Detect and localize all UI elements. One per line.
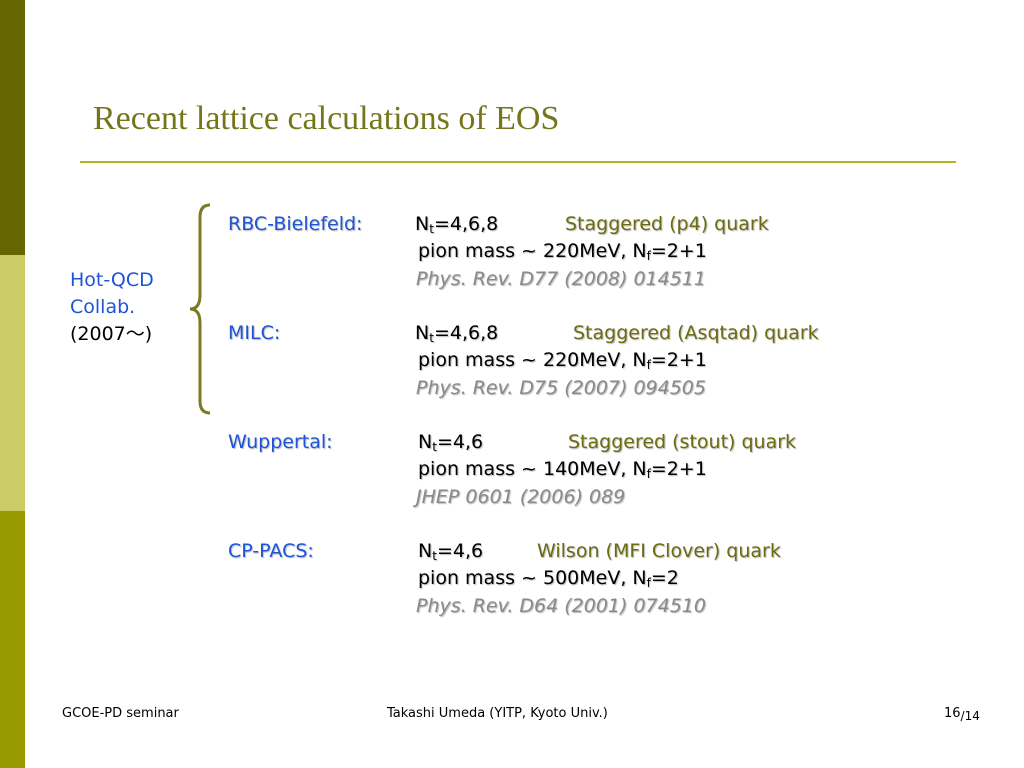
pion-mass-main: pion mass ~ 220MeV, N [418,240,647,262]
lattice-size: Nt=4,6,8 [415,212,498,241]
lattice-size-rest: =4,6,8 [433,213,499,235]
group-name: MILC: [228,322,281,344]
pion-mass: pion mass ~ 500MeV, Nf=2 [418,566,679,595]
page-total: /14 [960,709,980,723]
side-bar-bottom [0,511,25,768]
pion-mass-sub: f [646,249,651,263]
pion-mass-main: pion mass ~ 140MeV, N [418,458,647,480]
lattice-size-sub: t [432,440,437,454]
lattice-size-main: N [418,431,433,453]
group-line: Hot-QCD [70,269,154,291]
brace [189,203,211,415]
pion-mass-sub: f [646,358,651,372]
footer-center: Takashi Umeda (YITP, Kyoto Univ.) [387,706,608,721]
pion-mass-rest: =2+1 [650,240,707,262]
lattice-size-sub: t [432,549,437,563]
slide-title: Recent lattice calculations of EOS [93,100,560,137]
pion-mass: pion mass ~ 140MeV, Nf=2+1 [418,457,707,486]
page-number: 16/14 [944,706,980,723]
lattice-size-sub: t [429,331,434,345]
lattice-size: Nt=4,6,8 [415,321,498,350]
lattice-size-main: N [418,540,433,562]
reference: Phys. Rev. D75 (2007) 094505 [416,377,706,399]
lattice-size: Nt=4,6 [418,539,483,568]
reference: JHEP 0601 (2006) 089 [416,486,626,508]
action: Staggered (Asqtad) quark [573,322,819,344]
title-rule [80,161,956,163]
lattice-size-rest: =4,6 [436,540,484,562]
pion-mass: pion mass ~ 220MeV, Nf=2+1 [418,348,707,377]
page-current: 16 [944,706,961,721]
action: Staggered (p4) quark [565,213,769,235]
pion-mass-sub: f [646,576,651,590]
side-bar-middle [0,255,25,511]
reference: Phys. Rev. D77 (2008) 014511 [416,268,706,290]
lattice-size-rest: =4,6 [436,431,484,453]
pion-mass-rest: =2+1 [650,349,707,371]
group-label: Hot-QCD Collab. (2007～) [70,267,154,348]
group-line: (2007～) [70,323,153,345]
lattice-size-main: N [415,213,430,235]
pion-mass-sub: f [646,467,651,481]
group-name: Wuppertal: [228,431,333,453]
pion-mass-main: pion mass ~ 220MeV, N [418,349,647,371]
lattice-size-main: N [415,322,430,344]
reference: Phys. Rev. D64 (2001) 074510 [416,595,706,617]
pion-mass-rest: =2+1 [650,458,707,480]
pion-mass-main: pion mass ~ 500MeV, N [418,567,647,589]
group-name: RBC-Bielefeld: [228,213,363,235]
side-bar-top [0,0,25,255]
group-name: CP-PACS: [228,540,314,562]
lattice-size-sub: t [429,222,434,236]
lattice-size: Nt=4,6 [418,430,483,459]
action: Wilson (MFI Clover) quark [537,540,781,562]
action: Staggered (stout) quark [568,431,797,453]
pion-mass: pion mass ~ 220MeV, Nf=2+1 [418,239,707,268]
group-line: Collab. [70,296,136,318]
footer-left: GCOE-PD seminar [62,706,179,721]
pion-mass-rest: =2 [650,567,679,589]
lattice-size-rest: =4,6,8 [433,322,499,344]
